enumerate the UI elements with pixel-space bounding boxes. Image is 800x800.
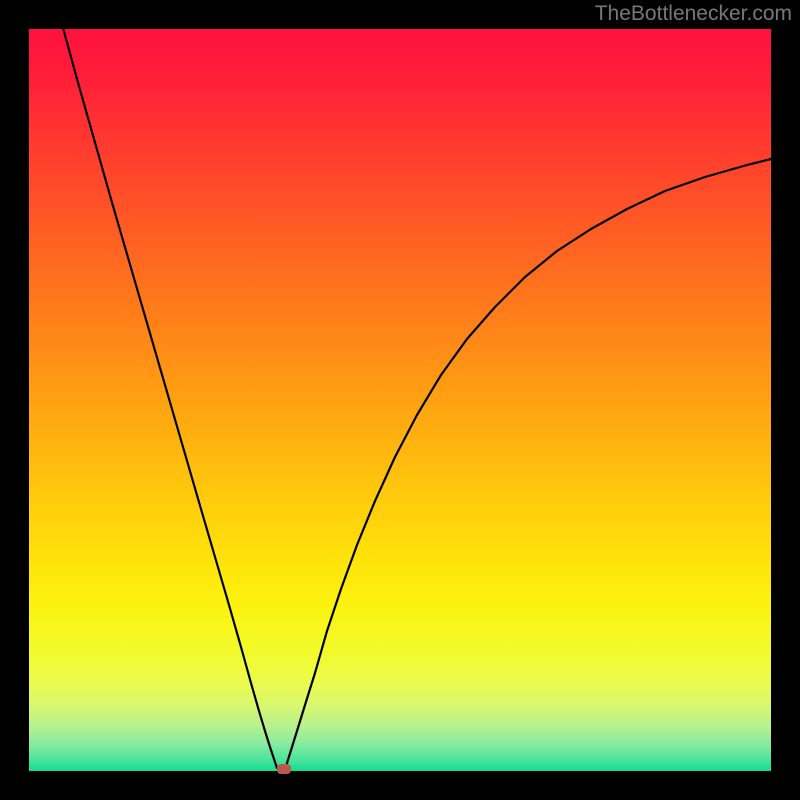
chart-container: TheBottlenecker.com (0, 0, 800, 800)
bottleneck-curve-chart (0, 0, 800, 800)
plot-background (29, 29, 771, 771)
optimum-marker (277, 764, 291, 774)
watermark-text: TheBottlenecker.com (595, 2, 792, 26)
